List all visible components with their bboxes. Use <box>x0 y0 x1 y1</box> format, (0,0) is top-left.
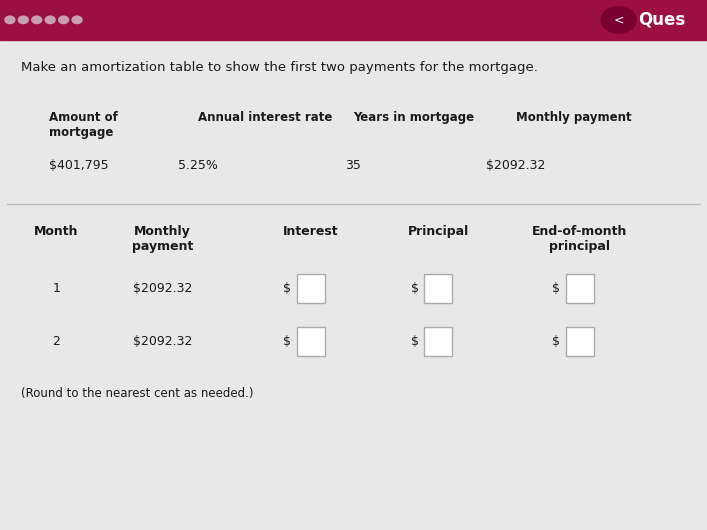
Text: Make an amortization table to show the first two payments for the mortgage.: Make an amortization table to show the f… <box>21 61 538 74</box>
FancyBboxPatch shape <box>566 328 594 357</box>
Text: Annual interest rate: Annual interest rate <box>198 111 332 125</box>
FancyBboxPatch shape <box>424 328 452 357</box>
Text: $2092.32: $2092.32 <box>486 159 546 172</box>
Text: $2092.32: $2092.32 <box>133 335 192 348</box>
Text: 5.25%: 5.25% <box>178 159 218 172</box>
Text: 2: 2 <box>52 335 61 348</box>
Circle shape <box>72 16 82 23</box>
FancyBboxPatch shape <box>424 275 452 303</box>
FancyBboxPatch shape <box>297 275 325 303</box>
Circle shape <box>18 16 28 23</box>
Bar <box>0 0 707 40</box>
Circle shape <box>59 16 69 23</box>
Text: $: $ <box>552 282 560 295</box>
Text: Amount of
mortgage: Amount of mortgage <box>49 111 118 139</box>
Text: $: $ <box>552 335 560 348</box>
Text: Years in mortgage: Years in mortgage <box>354 111 474 125</box>
Text: 1: 1 <box>52 282 61 295</box>
Text: (Round to the nearest cent as needed.): (Round to the nearest cent as needed.) <box>21 387 254 400</box>
Text: Principal: Principal <box>408 225 469 238</box>
FancyBboxPatch shape <box>297 328 325 357</box>
Text: $401,795: $401,795 <box>49 159 109 172</box>
Text: Interest: Interest <box>284 225 339 238</box>
Text: $2092.32: $2092.32 <box>133 282 192 295</box>
Text: Ques: Ques <box>638 11 686 29</box>
Circle shape <box>5 16 15 23</box>
Text: $: $ <box>411 335 419 348</box>
Circle shape <box>601 6 636 33</box>
Text: Monthly payment: Monthly payment <box>516 111 632 125</box>
Circle shape <box>32 16 42 23</box>
Text: 35: 35 <box>346 159 361 172</box>
Text: Monthly
payment: Monthly payment <box>132 225 193 253</box>
Circle shape <box>45 16 55 23</box>
Text: $: $ <box>411 282 419 295</box>
Text: $: $ <box>284 335 291 348</box>
Text: Month: Month <box>35 225 78 238</box>
Text: <: < <box>614 13 624 26</box>
FancyBboxPatch shape <box>566 275 594 303</box>
Text: End-of-month
principal: End-of-month principal <box>532 225 627 253</box>
Text: $: $ <box>284 282 291 295</box>
